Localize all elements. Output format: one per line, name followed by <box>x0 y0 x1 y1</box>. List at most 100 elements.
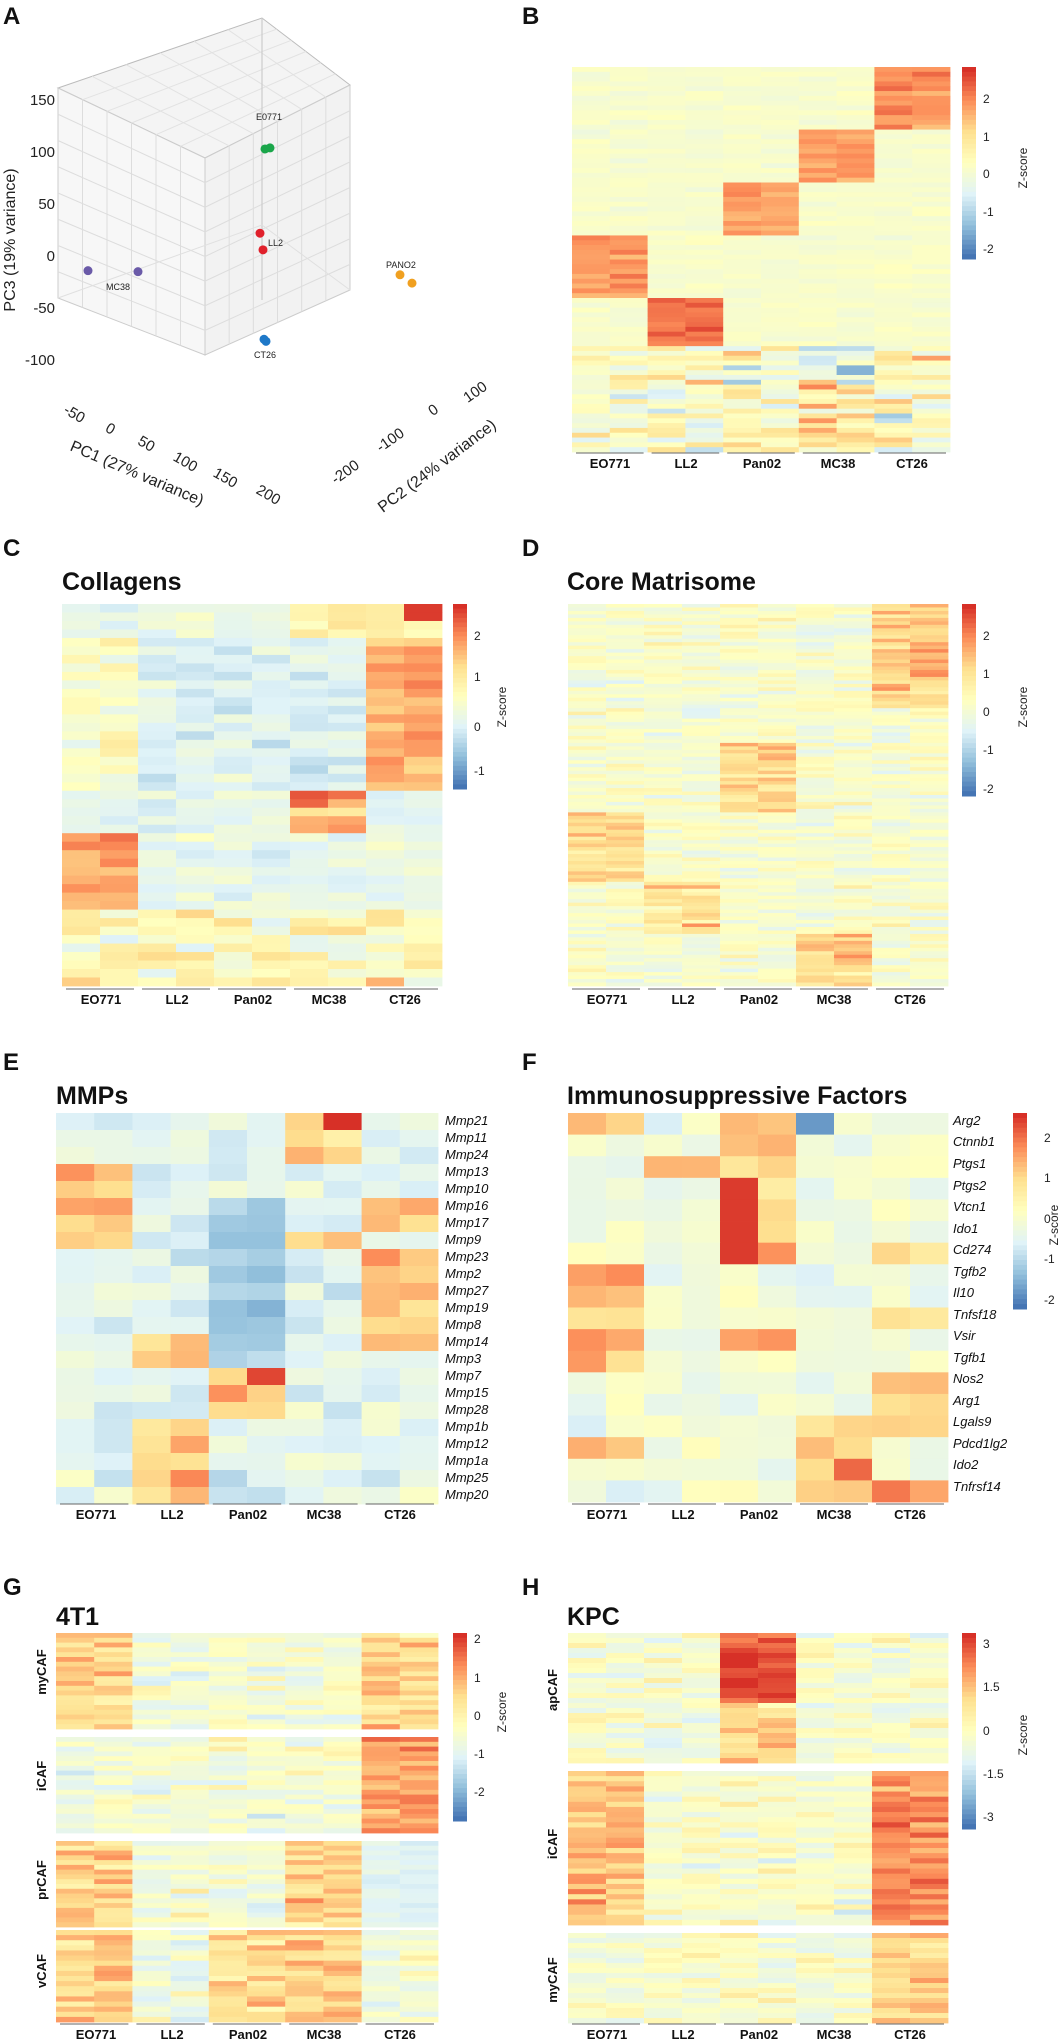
heatmap-cell <box>285 1666 324 1672</box>
heatmap-cell <box>682 788 721 792</box>
heatmap-cell <box>872 850 911 855</box>
heatmap-cell <box>685 134 724 140</box>
heatmap-cell <box>912 221 951 227</box>
heatmap-cell <box>874 225 913 232</box>
heatmap-cell <box>758 604 797 608</box>
heatmap-cell <box>56 1770 95 1776</box>
heatmap-cell <box>834 763 873 768</box>
heatmap-cell <box>323 1181 362 1199</box>
heatmap-cell <box>647 211 686 217</box>
heatmap-cell <box>94 1775 133 1781</box>
heatmap-cell <box>910 1776 949 1782</box>
heatmap-cell <box>132 1912 171 1918</box>
heatmap-cell <box>834 1909 873 1916</box>
heatmap-cell <box>720 694 759 699</box>
heatmap-cell <box>609 67 648 73</box>
heatmap-cell <box>685 144 724 150</box>
heatmap-cell <box>834 1372 873 1395</box>
heatmap-cell <box>685 437 724 443</box>
heatmap-cell <box>910 1264 949 1287</box>
heatmap-cell <box>94 1637 133 1643</box>
heatmap-cell <box>644 656 683 660</box>
heatmap-cell <box>285 1912 324 1918</box>
heatmap-cell <box>94 1770 133 1776</box>
row-label: Mmp7 <box>445 1368 482 1383</box>
heatmap-cell <box>910 850 949 855</box>
heatmap-cell <box>758 923 797 928</box>
heatmap-cell <box>836 370 875 376</box>
heatmap-cell <box>796 1953 835 1959</box>
heatmap-cell <box>644 815 683 820</box>
heatmap-cell <box>606 1683 645 1689</box>
heatmap-cell <box>912 336 951 342</box>
heatmap-cell <box>647 427 686 434</box>
colorbar-swatch <box>962 215 976 222</box>
heatmap-cell <box>606 1848 645 1854</box>
heatmap-cell <box>644 1796 683 1803</box>
heatmap-cell <box>606 1933 645 1939</box>
heatmap-cell <box>568 1221 607 1244</box>
heatmap-cell <box>56 1685 95 1691</box>
heatmap-cell <box>572 403 611 410</box>
heatmap-cell <box>758 968 797 973</box>
heatmap-cell <box>796 788 835 792</box>
heatmap-cell <box>176 671 215 681</box>
heatmap-cell <box>606 857 645 862</box>
heatmap-cell <box>361 1300 401 1318</box>
heatmap-cell <box>796 781 835 785</box>
heatmap-cell <box>836 336 875 342</box>
colorbar-swatch <box>453 627 467 633</box>
heatmap-cell <box>290 773 329 783</box>
heatmap-cell <box>758 1832 797 1839</box>
heatmap-cell <box>834 1806 873 1813</box>
heatmap-cell <box>910 1781 949 1787</box>
heatmap-cell <box>872 1658 911 1664</box>
heatmap-cell <box>758 1329 797 1352</box>
heatmap-cell <box>796 864 835 869</box>
grid-line <box>261 224 351 291</box>
grid-line <box>57 218 206 282</box>
heatmap-cell <box>285 1950 324 1956</box>
group-label: iCAF <box>545 1829 560 1859</box>
heatmap-cell <box>644 847 683 851</box>
heatmap-cell <box>796 1998 835 2004</box>
heatmap-cell <box>796 933 835 938</box>
heatmap-cell <box>361 1690 401 1696</box>
heatmap-cell <box>796 1958 835 1964</box>
heatmap-cell <box>682 1307 721 1330</box>
heatmap-cell <box>568 933 607 938</box>
heatmap-cell <box>644 920 683 924</box>
colorbar-swatch <box>962 791 976 797</box>
heatmap-cell <box>94 2001 133 2008</box>
heatmap-cell <box>682 638 721 643</box>
heatmap-cell <box>761 269 800 275</box>
heatmap-cell <box>568 961 607 966</box>
heatmap-cell <box>609 187 648 193</box>
heatmap-cell <box>170 1334 210 1352</box>
heatmap-cell <box>252 969 291 978</box>
heatmap-cell <box>361 1965 401 1972</box>
heatmap-cell <box>214 952 253 961</box>
heatmap-cell <box>56 1960 95 1967</box>
heatmap-cell <box>399 1960 439 1967</box>
heatmap-cell <box>208 1419 248 1437</box>
heatmap-cell <box>247 1884 286 1890</box>
heatmap-cell <box>647 326 686 333</box>
heatmap-cell <box>609 129 648 135</box>
heatmap-cell <box>798 192 837 198</box>
heatmap-cell <box>572 370 611 376</box>
heatmap-cell <box>56 1470 95 1488</box>
row-label: Cd274 <box>953 1242 991 1257</box>
heatmap-cell <box>834 1221 873 1244</box>
heatmap-cell <box>910 687 949 692</box>
heatmap-cell <box>872 1350 911 1373</box>
heatmap-cell <box>796 815 835 820</box>
heatmap-cell <box>758 781 797 785</box>
heatmap-cell <box>682 1713 721 1719</box>
colorbar-swatch <box>962 254 976 260</box>
heatmap-cell <box>568 1919 607 1926</box>
heatmap-cell <box>404 637 443 647</box>
heatmap-cell <box>568 1958 607 1964</box>
heatmap-cell <box>366 875 405 885</box>
heatmap-cell <box>399 1775 439 1781</box>
